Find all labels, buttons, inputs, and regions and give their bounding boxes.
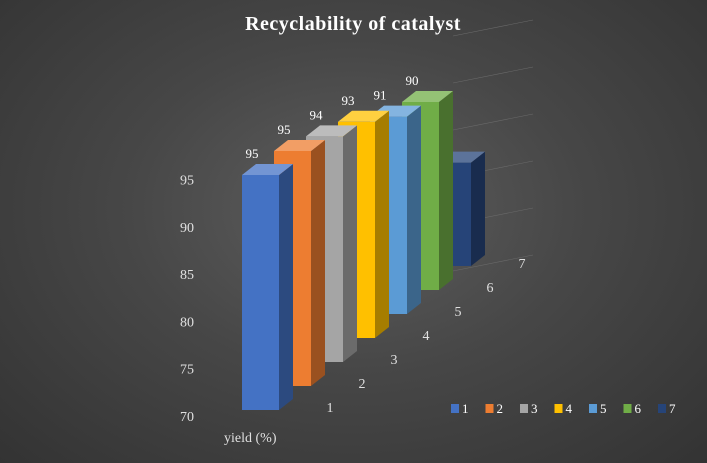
data-label: 95 — [246, 146, 259, 161]
legend-entry: 1 — [451, 401, 469, 416]
bar-top — [274, 140, 325, 151]
category-axis-label: yield (%) — [224, 431, 277, 446]
chart-title: Recyclability of catalyst — [245, 13, 461, 35]
data-label: 94 — [310, 107, 324, 122]
legend-swatch — [589, 404, 597, 413]
bars: 81909193949595 — [242, 73, 485, 410]
legend-entry: 4 — [554, 401, 573, 416]
bar-top — [306, 125, 357, 137]
bar-side — [279, 164, 293, 410]
legend-entry: 3 — [520, 401, 538, 416]
legend-swatch — [451, 404, 459, 413]
legend: 1 2 3 4 5 6 7 — [451, 401, 676, 416]
bar-front — [242, 175, 279, 410]
depth-axis-label: 6 — [487, 281, 494, 296]
data-label: 91 — [374, 88, 387, 103]
legend-swatch — [554, 404, 563, 413]
legend-label: 7 — [669, 401, 676, 416]
y-tick-label: 70 — [180, 410, 194, 425]
legend-label: 4 — [566, 401, 573, 416]
bar-1: 95 — [242, 146, 293, 410]
legend-label: 2 — [497, 401, 504, 416]
legend-entry: 7 — [658, 401, 676, 416]
legend-label: 6 — [635, 401, 642, 416]
depth-axis-label: 1 — [327, 401, 334, 416]
legend-swatch — [520, 404, 528, 413]
legend-swatch — [485, 404, 494, 413]
legend-swatch — [658, 404, 666, 413]
bar-side — [375, 110, 389, 338]
data-label: 93 — [342, 93, 355, 108]
depth-axis-label: 4 — [423, 329, 430, 344]
bar-side — [311, 140, 325, 386]
legend-label: 3 — [531, 401, 538, 416]
axes: 70 75 80 85 90 95 yield (%) 1 2 3 4 5 6 7 — [180, 174, 526, 447]
bar-side — [343, 125, 357, 363]
depth-axis-label: 5 — [455, 305, 462, 320]
gridline — [452, 66, 534, 84]
depth-axis-label: 2 — [359, 377, 366, 392]
legend-swatch — [623, 404, 632, 413]
bar-side — [439, 91, 453, 290]
y-tick-label: 90 — [180, 221, 194, 236]
gridline — [452, 113, 534, 131]
legend-entry: 2 — [485, 401, 504, 416]
data-label: 90 — [406, 73, 419, 88]
bar-side — [407, 105, 421, 314]
legend-label: 1 — [462, 401, 469, 416]
y-tick-label: 85 — [180, 268, 194, 283]
y-tick-label: 80 — [180, 315, 194, 330]
legend-label: 5 — [600, 401, 607, 416]
y-tick-label: 95 — [180, 174, 194, 189]
gridline — [452, 254, 534, 272]
bar-side — [471, 151, 485, 266]
depth-axis-label: 7 — [519, 257, 526, 272]
gridline — [452, 19, 534, 37]
depth-axis-label: 3 — [391, 353, 398, 368]
legend-entry: 6 — [623, 401, 642, 416]
y-tick-label: 75 — [180, 363, 194, 378]
legend-entry: 5 — [589, 401, 607, 416]
data-label: 95 — [278, 122, 291, 137]
bar-top — [242, 164, 293, 175]
bar-top — [402, 91, 453, 102]
bar-top — [338, 110, 389, 122]
